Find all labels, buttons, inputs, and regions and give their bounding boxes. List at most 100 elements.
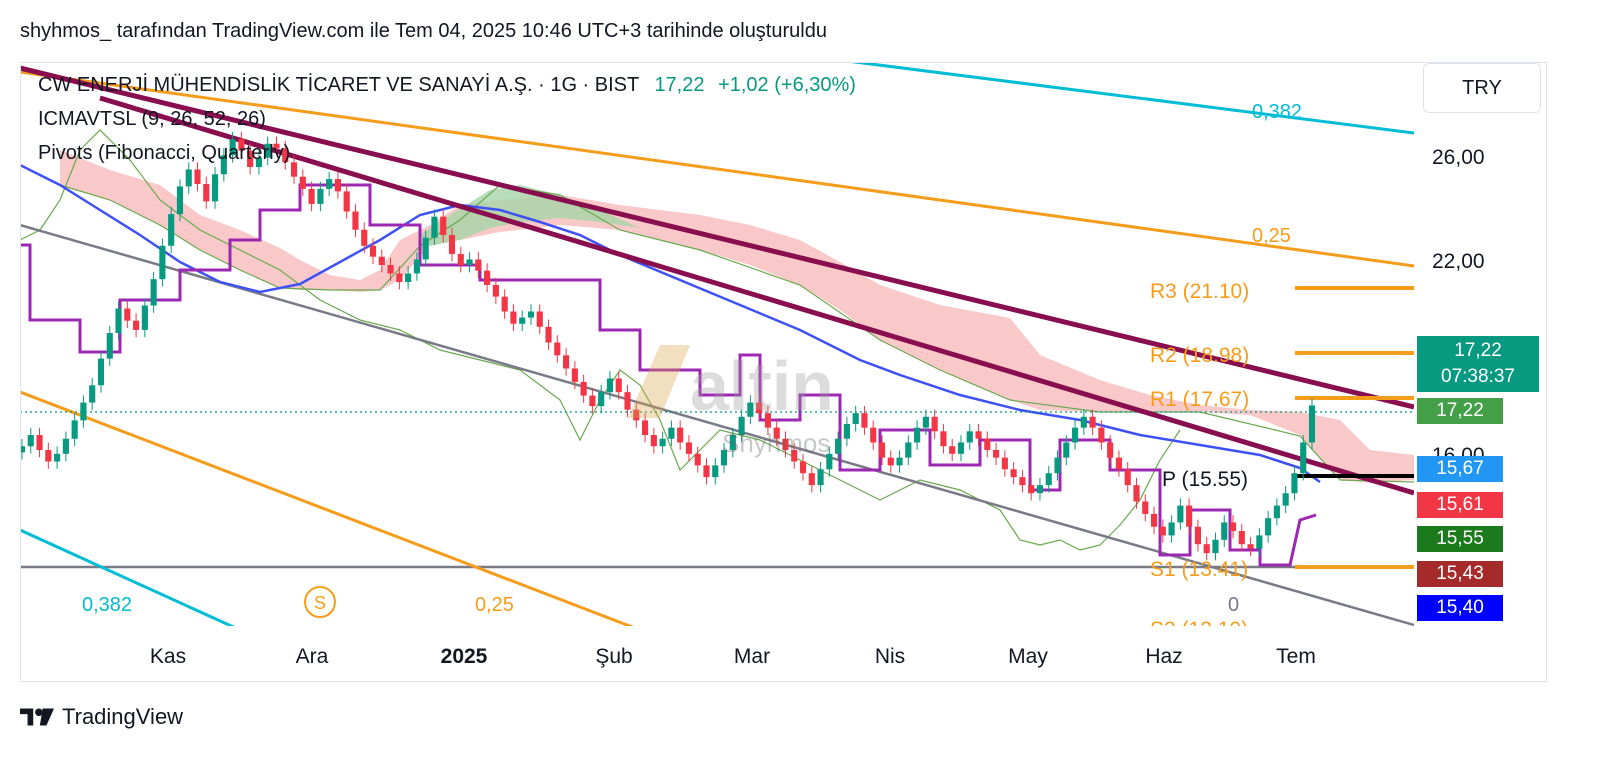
x-tick-mar: Mar [734, 645, 770, 668]
candle-body [1124, 469, 1131, 486]
fib-label-orange-lower: 0,25 [475, 594, 514, 616]
candle-body [949, 446, 956, 454]
candle-body [1150, 513, 1158, 527]
chart-frame[interactable] [20, 62, 1547, 682]
y-tick-22: 22,00 [1432, 250, 1485, 273]
candle-body [1186, 505, 1193, 527]
candle-body [1036, 485, 1044, 494]
candle-body [870, 427, 877, 443]
candle-body [1133, 485, 1140, 502]
candle-body [150, 279, 157, 306]
pivot-label-r1: R1 (17.67) [1150, 388, 1249, 411]
candle-body [878, 442, 886, 458]
price-badge-dark-green: 15,55 [1417, 526, 1503, 552]
candle-body [966, 431, 973, 443]
candle-body [720, 450, 728, 466]
candle-body [1282, 493, 1289, 506]
candle-body [1098, 427, 1105, 443]
candle-body [413, 259, 420, 274]
candle-body [922, 416, 929, 428]
watermark-brand: altin [690, 347, 834, 425]
pivot-label-r2: R2 (18.98) [1150, 344, 1249, 367]
candle-body [1291, 473, 1298, 494]
candle-body [440, 216, 447, 236]
candle-body [255, 157, 263, 168]
candle-body [352, 211, 359, 230]
candle-body [598, 392, 605, 407]
candle-body [290, 162, 298, 177]
candle-body [264, 143, 271, 158]
candle-body [641, 420, 649, 436]
candle-body [773, 427, 780, 439]
candle-body [396, 273, 403, 283]
candle-body [931, 416, 938, 432]
legend-symbol-row[interactable]: CW ENERJİ MÜHENDİSLİK TİCARET VE SANAYİ … [38, 74, 856, 97]
candle-body [1203, 544, 1210, 554]
event-marker-circle[interactable] [304, 586, 336, 618]
price-badge-maroon: 15,43 [1417, 561, 1503, 587]
candle-body [378, 256, 385, 266]
candle-body [1273, 505, 1280, 519]
price-badge-blue-light: 15,67 [1417, 456, 1503, 482]
x-tick-ara: Ara [296, 645, 329, 668]
candle-body [984, 438, 991, 450]
candle-body [1256, 535, 1263, 549]
candle-body [326, 179, 333, 189]
watermark-user: Shyhmos [722, 428, 830, 458]
tradingview-brand: TradingView [62, 704, 184, 729]
trend-line-1 [21, 65, 1414, 410]
candle-body [238, 139, 245, 151]
candle-body [1177, 505, 1184, 523]
pivot-label-s2: S2 (12.10) [1150, 618, 1248, 641]
candle-body [422, 237, 429, 260]
candle-body [185, 169, 192, 187]
candle-body [527, 311, 535, 318]
candle-body [571, 368, 578, 382]
candle-body [194, 169, 201, 184]
candle-body [71, 420, 78, 439]
candle-body [475, 259, 482, 271]
candle-body [738, 416, 745, 436]
legend-symbol: CW ENERJİ MÜHENDİSLİK TİCARET VE SANAYİ … [38, 74, 639, 96]
candle-body [308, 188, 315, 204]
candle-body [299, 176, 306, 189]
candle-body [843, 424, 850, 439]
candle-body [1238, 531, 1245, 545]
candle-body [21, 446, 26, 453]
chart-caption: shyhmos_ tarafından TradingView.com ile … [20, 20, 827, 42]
candle-body [615, 378, 622, 393]
candle-body [168, 214, 175, 246]
candle-body [115, 308, 122, 334]
candle-body [764, 413, 771, 428]
candle-body [659, 438, 666, 447]
candle-body [484, 270, 491, 285]
candle-body [45, 450, 52, 462]
fib-line-orange-upper [21, 70, 1414, 268]
legend-indicator-2[interactable]: Pivots (Fibonacci, Quarterly) [38, 142, 291, 164]
candle-body [133, 320, 140, 330]
candle-body [1063, 442, 1070, 458]
candles-group [21, 131, 1316, 561]
candle-body [317, 188, 324, 204]
candle-body [405, 273, 412, 283]
candle-body [431, 216, 438, 238]
legend-indicator-1[interactable]: ICMAVTSL (9, 26, 52, 26) [38, 108, 266, 130]
candle-body [633, 409, 640, 421]
fib-line-orange-lower [21, 390, 634, 626]
candle-body [1001, 457, 1008, 470]
candle-body [808, 473, 815, 486]
tradingview-logo-icon [20, 708, 54, 726]
candle-body [54, 453, 61, 462]
tradingview-logo[interactable]: TradingView [20, 704, 183, 730]
pivot-label-r3: R3 (21.10) [1150, 280, 1249, 303]
currency-button[interactable]: TRY [1423, 63, 1541, 113]
candle-body [334, 179, 341, 192]
candle-body [247, 150, 254, 168]
candle-body [159, 245, 166, 280]
candle-body [229, 139, 236, 156]
candle-body [36, 435, 43, 450]
candle-body [1265, 518, 1272, 536]
candle-body [80, 402, 87, 421]
countdown-label: 07:38:37 [1441, 366, 1515, 387]
